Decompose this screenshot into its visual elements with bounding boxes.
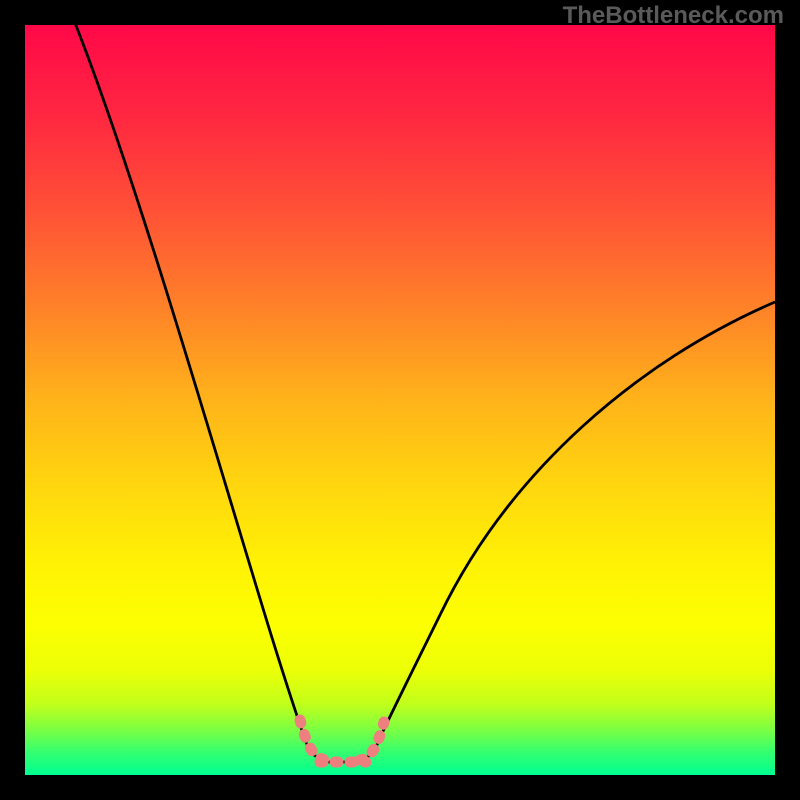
chart-container: TheBottleneck.com: [0, 0, 800, 800]
watermark-text: TheBottleneck.com: [563, 2, 784, 30]
plot-gradient-area: [25, 25, 775, 775]
